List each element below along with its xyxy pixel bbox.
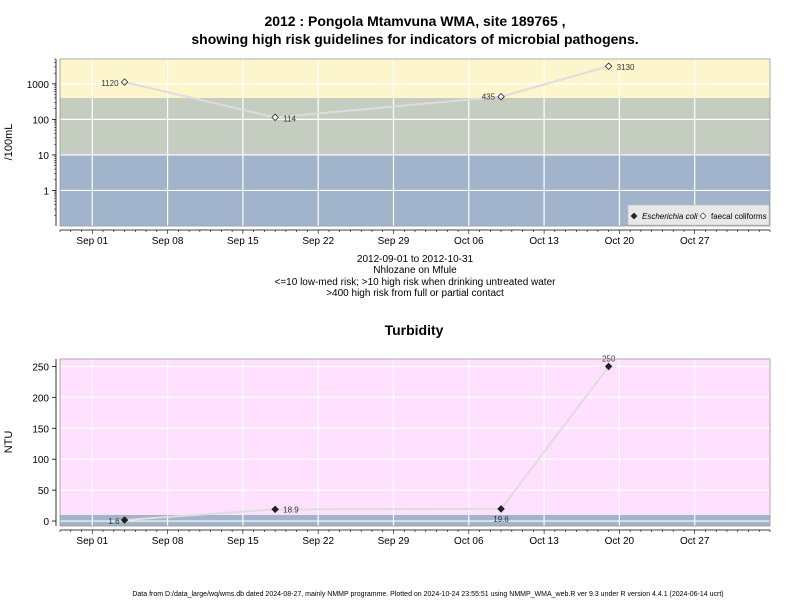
- y-tick-label: 150: [32, 424, 49, 435]
- plot-border: [59, 358, 771, 527]
- chart1-grid: [60, 59, 770, 226]
- y-tick-label: 100: [32, 455, 49, 466]
- chart1-caption-line3: <=10 low-med risk; >10 high risk when dr…: [275, 277, 557, 288]
- chart1-series-lines: [124, 65, 609, 119]
- data-label: 1.6: [108, 517, 120, 526]
- chart1-title-line1: 2012 : Pongola Mtamvuna WMA, site 189765…: [264, 13, 565, 29]
- data-label: 435: [482, 93, 496, 102]
- x-tick-label: Sep 08: [152, 536, 184, 547]
- data-label: 3130: [617, 63, 635, 72]
- chart1-points: 1120 114 435 3130: [101, 62, 635, 123]
- y-tick-label: 200: [32, 393, 49, 404]
- x-tick-label: Sep 15: [227, 536, 259, 547]
- y-tick-label: 1: [43, 186, 49, 197]
- x-tick-label: Oct 06: [454, 536, 484, 547]
- x-tick-label: Sep 29: [378, 536, 410, 547]
- x-tick-label: Oct 20: [605, 236, 635, 247]
- chart2-title: Turbidity: [385, 322, 444, 338]
- x-tick-label: Sep 01: [76, 536, 108, 547]
- x-tick-label: Sep 01: [76, 236, 108, 247]
- x-tick-label: Sep 08: [152, 236, 184, 247]
- y-tick-label: 0: [43, 517, 49, 528]
- y-tick-label: 100: [32, 115, 49, 126]
- chart2-risk-bands: [60, 359, 770, 526]
- legend-box: [627, 204, 770, 226]
- x-tick-label: Oct 13: [529, 236, 559, 247]
- legend-ecoli-label: Escherichia coli: [642, 212, 698, 221]
- data-point: [604, 62, 613, 70]
- chart1-legend: Escherichia coli faecal coliforms: [627, 204, 770, 226]
- data-point: [497, 92, 505, 101]
- legend-ecoli-marker: [630, 212, 638, 220]
- series-line: [124, 365, 610, 522]
- x-tick-label: Oct 27: [680, 236, 710, 247]
- data-point: [271, 113, 279, 122]
- risk-band: [60, 514, 770, 526]
- data-point: [120, 516, 129, 524]
- chart2-series-lines: [124, 365, 610, 522]
- risk-band: [60, 359, 770, 515]
- data-point: [120, 78, 129, 86]
- x-tick-label: Oct 27: [680, 536, 710, 547]
- y-tick-label: 250: [32, 362, 49, 373]
- x-tick-label: Sep 22: [302, 536, 334, 547]
- data-point: [271, 505, 279, 514]
- risk-band: [60, 59, 770, 98]
- data-label: 1120: [101, 79, 119, 88]
- x-tick-label: Sep 29: [378, 236, 410, 247]
- x-tick-label: Oct 20: [605, 536, 635, 547]
- x-tick-label: Oct 06: [454, 236, 484, 247]
- data-point: [604, 362, 613, 371]
- data-label: 114: [283, 114, 296, 123]
- plot-border: [59, 58, 771, 227]
- chart2-axes: Sep 01 Sep 08 Sep 15 Sep 22 Sep 29 Oct 06 Oct …: [32, 358, 771, 547]
- chart1-axes: Sep 01 Sep 08 Sep 15 Sep 22 Sep 29 Oct 06 Oct …: [27, 58, 771, 247]
- risk-band: [60, 97, 770, 155]
- chart1-caption-line1: 2012-09-01 to 2012-10-31: [357, 254, 474, 265]
- legend-faecal-marker: [699, 212, 707, 220]
- x-tick-label: Oct 13: [529, 536, 559, 547]
- data-label: 19.6: [493, 515, 509, 524]
- y-tick-label: 50: [38, 486, 50, 497]
- chart1-y-axis-label: /100mL: [3, 124, 15, 161]
- x-tick-label: Sep 15: [227, 236, 259, 247]
- y-tick-label: 10: [38, 151, 50, 162]
- chart1-caption-line2: Nhlozane on Mfule: [373, 265, 457, 276]
- x-tick-label: Sep 22: [302, 236, 334, 247]
- data-label: 18.9: [283, 505, 299, 514]
- data-point: [497, 505, 505, 513]
- footer-note: Data from D:/data_large/wq/wms.db dated …: [132, 591, 723, 598]
- chart2-y-axis-label: NTU: [3, 431, 15, 454]
- y-tick-label: 1000: [27, 80, 50, 91]
- chart2-grid: [60, 359, 770, 526]
- legend-faecal-label: faecal coliforms: [711, 212, 767, 221]
- chart1-caption-line4: >400 high risk from full or partial cont…: [326, 288, 504, 299]
- chart1-title-line2: showing high risk guidelines for indicat…: [191, 31, 638, 47]
- series-line: [124, 65, 609, 119]
